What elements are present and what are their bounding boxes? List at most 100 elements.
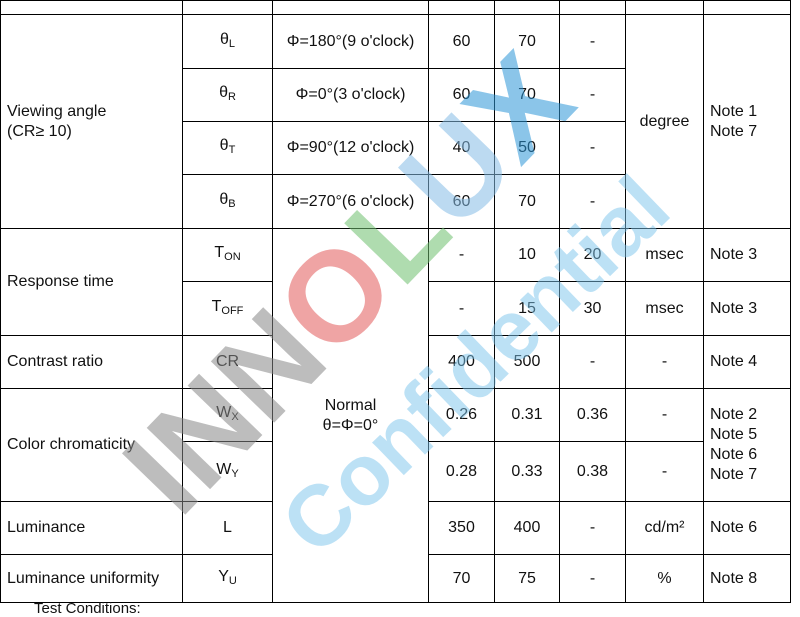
typ: 50 [494, 121, 560, 175]
text: Y [218, 567, 229, 585]
text: W [216, 460, 232, 478]
text: θ [219, 84, 228, 101]
min: - [428, 228, 495, 282]
max: - [559, 68, 626, 122]
max: 30 [559, 281, 626, 336]
remark: Note 3 [703, 281, 791, 336]
typ: 400 [494, 501, 560, 555]
item: Luminance uniformity [0, 554, 183, 603]
header-row [0, 0, 791, 15]
symbol: θL [182, 14, 273, 69]
text: OFF [221, 304, 244, 317]
symbol: L [182, 501, 273, 555]
text: B [228, 197, 236, 210]
unit: % [625, 554, 704, 603]
text: Note 2 [710, 406, 758, 423]
min: 0.26 [428, 388, 495, 442]
symbol: θB [182, 174, 273, 229]
unit: msec [625, 228, 704, 282]
max: - [559, 335, 626, 389]
unit: - [625, 388, 704, 442]
typ: 15 [494, 281, 560, 336]
text: θ=Φ=0° [322, 416, 379, 434]
typ: 70 [494, 14, 560, 69]
item: Viewing angle (CR≥ 10) [0, 14, 183, 229]
symbol: TON [182, 228, 273, 282]
condition: Normal θ=Φ=0° [272, 228, 429, 603]
condition: Φ=0°(3 o'clock) [272, 68, 429, 122]
min: 40 [428, 121, 495, 175]
text: Y [231, 467, 239, 480]
max: - [559, 121, 626, 175]
symbol: CR [182, 335, 273, 389]
condition: Φ=270°(6 o'clock) [272, 174, 429, 229]
item: Response time [0, 228, 183, 336]
text: T [214, 244, 225, 261]
max: 0.38 [559, 441, 626, 502]
symbol: WX [182, 388, 273, 442]
item: Color chromaticity [0, 388, 183, 502]
unit: msec [625, 281, 704, 336]
condition: Φ=90°(12 o'clock) [272, 121, 429, 175]
text: Viewing angle [7, 102, 107, 120]
remark: Note 4 [703, 335, 791, 389]
remark: Note 2 Note 5 Note 6 Note 7 [703, 388, 791, 502]
text: θ [219, 30, 229, 48]
typ: 75 [494, 554, 560, 603]
text: θ [219, 190, 229, 208]
remark: Note 6 [703, 501, 791, 555]
item: Contrast ratio [0, 335, 183, 389]
unit: degree [625, 14, 704, 229]
text: Note 1 [710, 102, 758, 120]
text: (CR≥ 10) [7, 122, 72, 140]
text: θ [219, 137, 229, 154]
min: 60 [428, 14, 495, 69]
typ: 10 [494, 228, 560, 282]
symbol: θR [182, 68, 273, 122]
text: U [228, 574, 237, 587]
text: T [211, 297, 222, 315]
text: W [216, 404, 232, 421]
typ: 0.33 [494, 441, 560, 502]
typ: 70 [494, 68, 560, 122]
item: Luminance [0, 501, 183, 555]
min: 70 [428, 554, 495, 603]
min: - [428, 281, 495, 336]
unit: cd/m² [625, 501, 704, 555]
max: - [559, 501, 626, 555]
min: 400 [428, 335, 495, 389]
unit: - [625, 441, 704, 502]
text: Note 7 [710, 466, 758, 483]
typ: 70 [494, 174, 560, 229]
footer-text: Test Conditions: [34, 600, 141, 617]
condition: Φ=180°(9 o'clock) [272, 14, 429, 69]
text: T [228, 144, 236, 156]
symbol: YU [182, 554, 273, 603]
max: - [559, 14, 626, 69]
max: 20 [559, 228, 626, 282]
min: 350 [428, 501, 495, 555]
text: Note 6 [710, 446, 758, 463]
text: L [228, 37, 236, 50]
text: Note 5 [710, 426, 758, 443]
symbol: WY [182, 441, 273, 502]
max: - [559, 554, 626, 603]
text: Normal [324, 396, 377, 414]
spec-table: Viewing angle (CR≥ 10) θL Φ=180°(9 o'cloc… [0, 0, 791, 603]
min: 60 [428, 174, 495, 229]
unit: - [625, 335, 704, 389]
remark: Note 1 Note 7 [703, 14, 791, 229]
remark: Note 3 [703, 228, 791, 282]
typ: 500 [494, 335, 560, 389]
min: 0.28 [428, 441, 495, 502]
min: 60 [428, 68, 495, 122]
max: 0.36 [559, 388, 626, 442]
text: ON [224, 251, 241, 263]
text: Note 7 [710, 122, 758, 140]
text: X [231, 411, 239, 423]
typ: 0.31 [494, 388, 560, 442]
remark: Note 8 [703, 554, 791, 603]
symbol: TOFF [182, 281, 273, 336]
symbol: θT [182, 121, 273, 175]
